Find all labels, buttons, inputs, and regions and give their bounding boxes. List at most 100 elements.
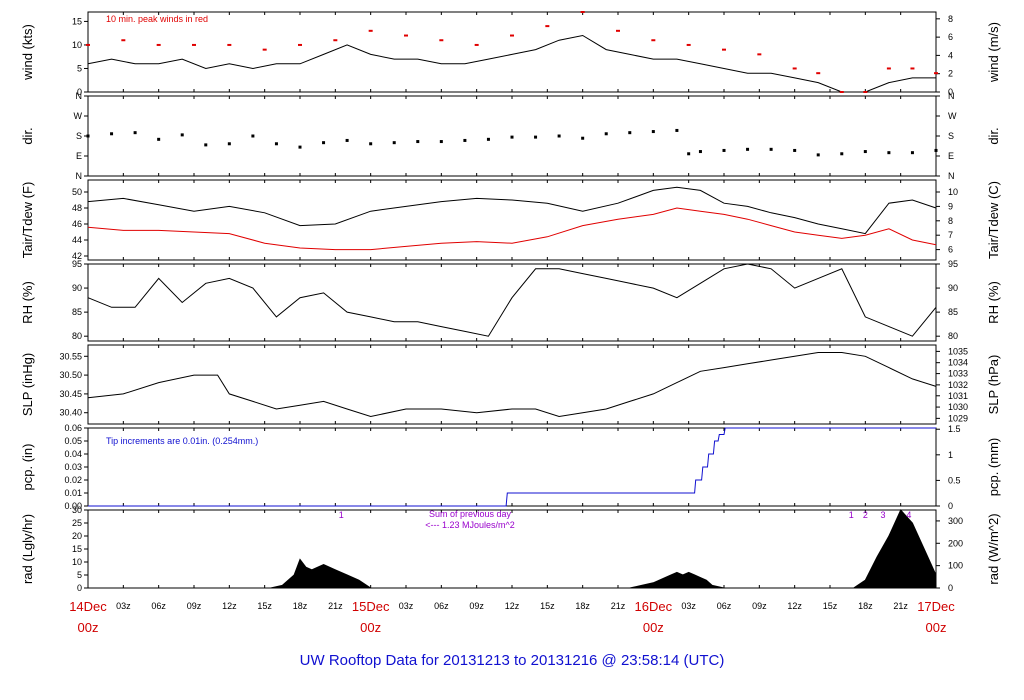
rad-ytick-label: 20 <box>72 531 82 541</box>
wind-ytick-label: 15 <box>72 16 82 26</box>
temp-series-Tdew <box>87 207 937 251</box>
wind-ytick-label: 0 <box>77 87 82 97</box>
panel-rh: 80 85 90 95 80 85 90 95 RH (%) RH (%) <box>20 259 1001 342</box>
temp-ytick-label: 50 <box>72 187 82 197</box>
rad-day-marker: 3 <box>880 510 885 520</box>
dir-point <box>274 142 278 146</box>
rh-ylabel: RH (%) <box>20 281 35 324</box>
pcp-ytick-label: 0.06 <box>64 423 82 433</box>
pcp-ylabel-right: pcp. (mm) <box>986 438 1001 497</box>
wind-annotation: 10 min. peak winds in red <box>106 14 208 24</box>
rad-ytick-label: 10 <box>72 557 82 567</box>
pcp-ytick-right-label: 1 <box>948 450 953 460</box>
dir-point <box>439 140 443 144</box>
major-tick-day: 17Dec <box>917 599 955 614</box>
rad-sum-value: <--- 1.23 MJoules/m^2 <box>425 520 515 530</box>
rh-ytick-right-label: 80 <box>948 331 958 341</box>
dir-point <box>557 134 561 138</box>
rh-ylabel-right: RH (%) <box>986 281 1001 324</box>
minor-tick-label: 09z <box>469 601 484 611</box>
dir-point <box>816 153 820 157</box>
rad-ytick-right-label: 0 <box>948 583 953 593</box>
dir-point <box>769 147 773 151</box>
panel-slp: 30.40 30.45 30.50 30.55 10291030103110321033… <box>20 344 1001 425</box>
rad-ytick-label: 15 <box>72 544 82 554</box>
slp-ytick-right-label: 1030 <box>948 402 968 412</box>
rad-sum-title: Sum of previous day <box>429 509 512 519</box>
minor-tick-label: 12z <box>787 601 802 611</box>
major-tick-day: 14Dec <box>69 599 107 614</box>
dir-point <box>863 150 867 154</box>
temp-ytick-label: 42 <box>72 251 82 261</box>
dir-point <box>110 132 114 136</box>
rad-day-marker: 2 <box>863 510 868 520</box>
slp-ytick-label: 30.55 <box>59 351 82 361</box>
slp-ylabel: SLP (inHg) <box>20 353 35 416</box>
minor-tick-label: 15z <box>540 601 555 611</box>
slp-ytick-right-label: 1034 <box>948 358 968 368</box>
temp-ytick-right-label: 7 <box>948 230 953 240</box>
dir-point <box>934 148 938 152</box>
dir-ylabel: dir. <box>20 127 35 144</box>
dir-ytick-right-label: E <box>948 151 954 161</box>
pcp-ytick-label: 0.05 <box>64 436 82 446</box>
time-axis: 03z 06z 09z 12z 15z 18z 21z 03z 06z 09z 12z 15z 18z 2… <box>69 599 955 635</box>
major-tick-zone: 00z <box>643 620 664 635</box>
minor-tick-label: 12z <box>222 601 237 611</box>
minor-tick-label: 21z <box>611 601 626 611</box>
dir-point <box>486 137 490 141</box>
minor-tick-label: 09z <box>752 601 767 611</box>
rad-ytick-right-label: 100 <box>948 561 963 571</box>
dir-point <box>628 131 632 135</box>
pcp-ytick-label: 0.02 <box>64 475 82 485</box>
pcp-ytick-label: 0.00 <box>64 501 82 511</box>
minor-tick-label: 15z <box>823 601 838 611</box>
dir-point <box>251 134 255 138</box>
temp-ytick-right-label: 10 <box>948 187 958 197</box>
dir-point <box>910 151 914 155</box>
dir-point <box>180 133 184 137</box>
dir-point <box>133 131 137 135</box>
dir-ytick-label: N <box>76 171 83 181</box>
wind-ytick-right-label: 0 <box>948 87 953 97</box>
slp-ylabel-right: SLP (hPa) <box>986 355 1001 415</box>
rh-series-line <box>87 263 937 337</box>
rh-frame <box>87 263 937 342</box>
minor-tick-label: 06z <box>717 601 732 611</box>
temp-ylabel: Tair/Tdew (F) <box>20 182 35 259</box>
wind-ylabel: wind (kts) <box>20 24 35 81</box>
rh-ytick-label: 80 <box>72 331 82 341</box>
wind-ytick-right-label: 4 <box>948 50 953 60</box>
wind-ylabel-right: wind (m/s) <box>986 22 1001 83</box>
wind-series-line <box>87 34 936 93</box>
minor-tick-label: 03z <box>681 601 696 611</box>
rad-day-marker: 4 <box>906 510 911 520</box>
wind-frame <box>87 11 937 93</box>
dir-point <box>416 140 420 144</box>
minor-tick-label: 18z <box>293 601 308 611</box>
dir-point <box>345 138 349 142</box>
minor-tick-label: 03z <box>116 601 131 611</box>
major-tick-zone: 00z <box>78 620 99 635</box>
slp-ytick-right-label: 1029 <box>948 413 968 423</box>
temp-ytick-label: 44 <box>72 235 82 245</box>
dir-point <box>722 148 726 152</box>
dir-point <box>510 135 514 139</box>
slp-frame <box>87 344 937 425</box>
rh-ytick-right-label: 90 <box>948 283 958 293</box>
dir-point <box>581 136 585 140</box>
dir-point <box>651 130 655 134</box>
dir-point <box>687 152 691 156</box>
rad-ytick-label: 30 <box>72 505 82 515</box>
pcp-ytick-right-label: 0 <box>948 501 953 511</box>
slp-ytick-right-label: 1033 <box>948 369 968 379</box>
dir-ytick-right-label: N <box>948 171 955 181</box>
minor-tick-label: 21z <box>328 601 343 611</box>
rad-ytick-label: 0 <box>77 583 82 593</box>
rh-ytick-label: 85 <box>72 307 82 317</box>
dir-point <box>204 143 208 147</box>
pcp-annotation: Tip increments are 0.01in. (0.254mm.) <box>106 436 258 446</box>
